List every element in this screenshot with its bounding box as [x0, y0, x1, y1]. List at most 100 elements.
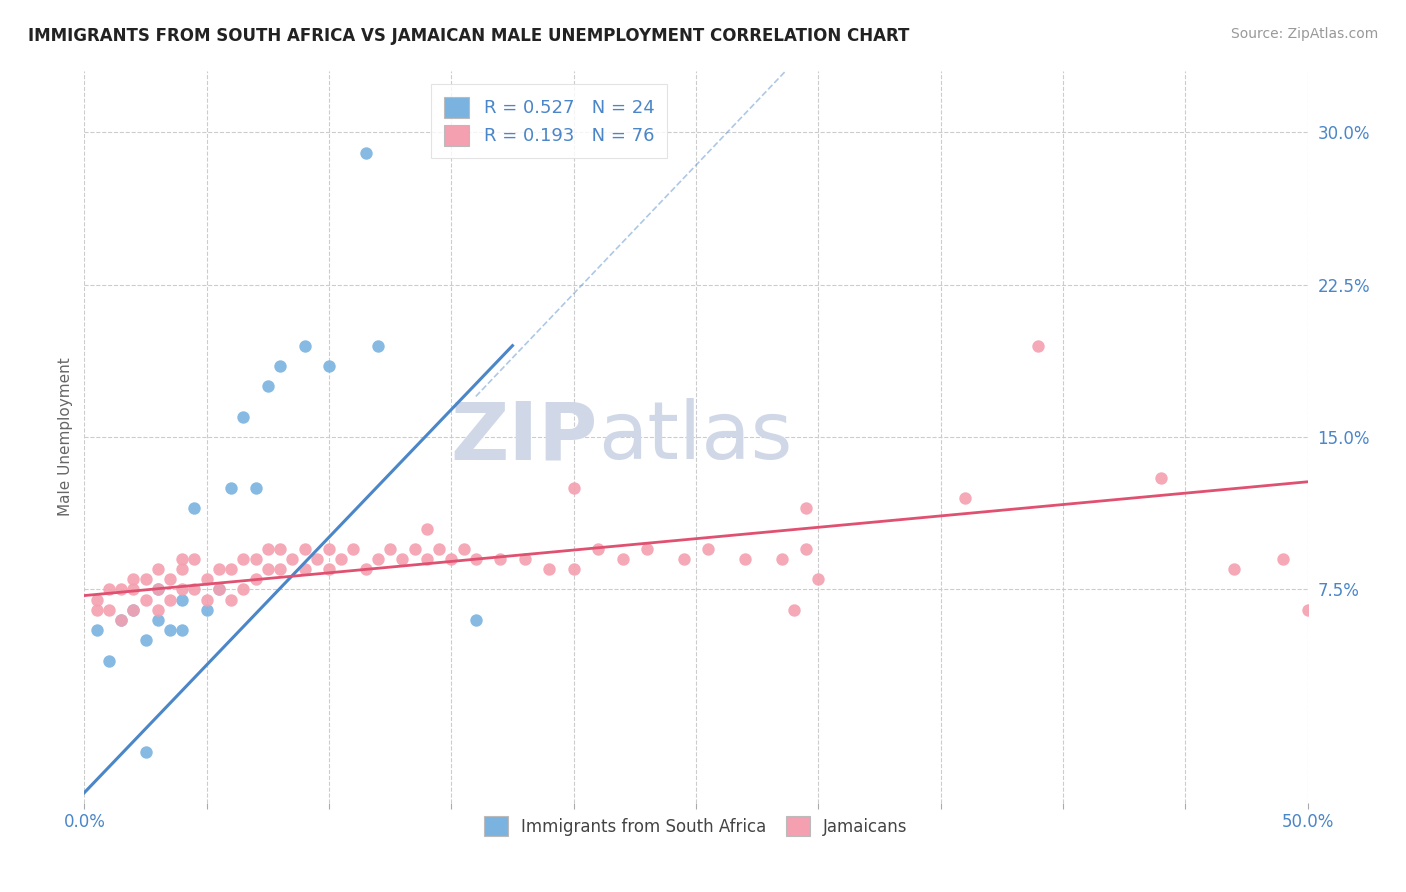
Point	[367, 338, 389, 352]
Point	[172, 582, 194, 597]
Point	[269, 541, 291, 556]
Text: atlas: atlas	[598, 398, 793, 476]
Point	[294, 338, 316, 352]
Point	[783, 603, 806, 617]
Legend: Immigrants from South Africa, Jamaicans: Immigrants from South Africa, Jamaicans	[474, 806, 918, 846]
Point	[269, 562, 291, 576]
Point	[257, 541, 280, 556]
Point	[219, 592, 242, 607]
Point	[612, 552, 634, 566]
Point	[183, 501, 205, 516]
Point	[245, 481, 267, 495]
Point	[464, 613, 486, 627]
Point	[953, 491, 976, 505]
Point	[245, 552, 267, 566]
Point	[183, 582, 205, 597]
Point	[330, 552, 353, 566]
Point	[269, 359, 291, 373]
Point	[586, 541, 609, 556]
Point	[97, 654, 120, 668]
Point	[195, 603, 218, 617]
Point	[453, 541, 475, 556]
Point	[122, 572, 145, 586]
Point	[110, 613, 132, 627]
Point	[195, 592, 218, 607]
Point	[110, 613, 132, 627]
Point	[697, 541, 720, 556]
Point	[294, 562, 316, 576]
Point	[281, 552, 304, 566]
Point	[318, 562, 340, 576]
Text: IMMIGRANTS FROM SOUTH AFRICA VS JAMAICAN MALE UNEMPLOYMENT CORRELATION CHART: IMMIGRANTS FROM SOUTH AFRICA VS JAMAICAN…	[28, 27, 910, 45]
Point	[367, 552, 389, 566]
Point	[135, 633, 157, 648]
Point	[97, 582, 120, 597]
Point	[97, 603, 120, 617]
Point	[1028, 338, 1050, 352]
Point	[232, 582, 254, 597]
Y-axis label: Male Unemployment: Male Unemployment	[58, 358, 73, 516]
Point	[416, 521, 439, 535]
Point	[380, 541, 402, 556]
Point	[404, 541, 426, 556]
Point	[734, 552, 756, 566]
Point	[122, 603, 145, 617]
Point	[208, 582, 231, 597]
Point	[1296, 603, 1319, 617]
Point	[513, 552, 536, 566]
Point	[318, 541, 340, 556]
Point	[342, 541, 364, 556]
Point	[146, 582, 169, 597]
Point	[86, 592, 108, 607]
Point	[464, 552, 486, 566]
Point	[440, 552, 463, 566]
Point	[489, 552, 512, 566]
Point	[110, 582, 132, 597]
Point	[294, 541, 316, 556]
Point	[219, 481, 242, 495]
Text: ZIP: ZIP	[451, 398, 598, 476]
Point	[305, 552, 328, 566]
Point	[86, 603, 108, 617]
Point	[232, 409, 254, 424]
Point	[636, 541, 658, 556]
Point	[146, 562, 169, 576]
Point	[183, 552, 205, 566]
Point	[146, 603, 169, 617]
Point	[172, 552, 194, 566]
Point	[172, 562, 194, 576]
Point	[172, 592, 194, 607]
Point	[232, 552, 254, 566]
Point	[135, 572, 157, 586]
Point	[245, 572, 267, 586]
Point	[354, 562, 377, 576]
Point	[318, 359, 340, 373]
Point	[159, 572, 181, 586]
Point	[354, 145, 377, 160]
Point	[122, 582, 145, 597]
Point	[208, 562, 231, 576]
Point	[1223, 562, 1246, 576]
Point	[195, 572, 218, 586]
Point	[86, 623, 108, 637]
Point	[770, 552, 793, 566]
Point	[538, 562, 561, 576]
Point	[257, 379, 280, 393]
Point	[562, 481, 585, 495]
Point	[672, 552, 695, 566]
Point	[159, 623, 181, 637]
Point	[135, 745, 157, 759]
Text: Source: ZipAtlas.com: Source: ZipAtlas.com	[1230, 27, 1378, 41]
Point	[1272, 552, 1295, 566]
Point	[562, 562, 585, 576]
Point	[208, 582, 231, 597]
Point	[146, 613, 169, 627]
Point	[794, 501, 817, 516]
Point	[172, 623, 194, 637]
Point	[135, 592, 157, 607]
Point	[146, 582, 169, 597]
Point	[159, 592, 181, 607]
Point	[391, 552, 413, 566]
Point	[427, 541, 450, 556]
Point	[1150, 471, 1173, 485]
